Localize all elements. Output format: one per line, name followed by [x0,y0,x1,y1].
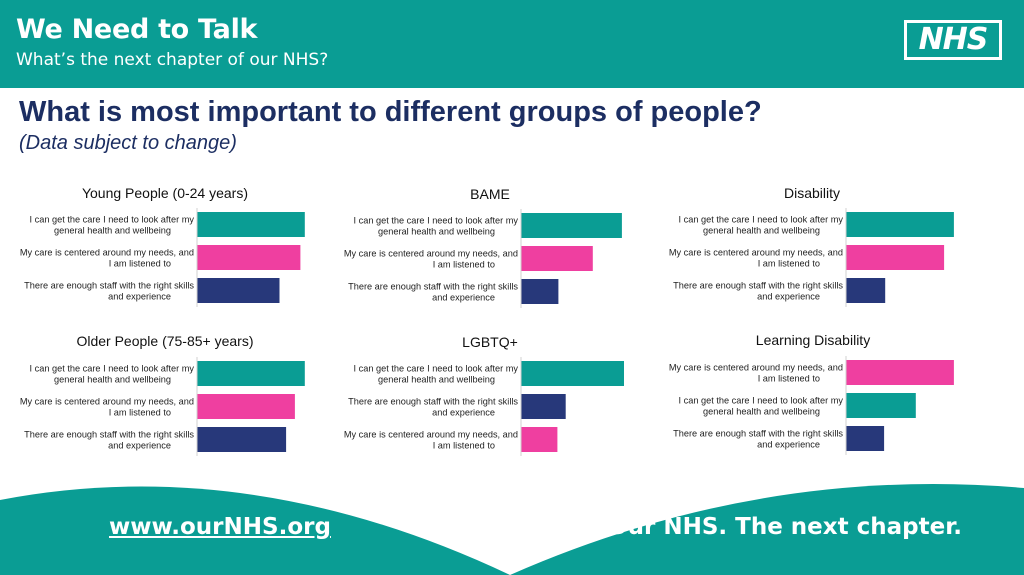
chart-title: Young People (0-24 years) [82,185,248,201]
category-label: There are enough staff with the right sk… [673,429,843,450]
bar [197,212,305,237]
bar [846,212,954,237]
category-label: I can get the care I need to look after … [30,215,195,236]
bar [521,279,559,304]
chart-title: Disability [784,185,840,201]
category-label: There are enough staff with the right sk… [673,281,843,302]
nhs-logo-text: NHS [907,23,999,57]
bar [846,278,886,303]
campaign-subtitle: What’s the next chapter of our NHS? [16,50,329,70]
bar [521,427,558,452]
category-label: My care is centered around my needs, and… [344,249,518,270]
bar [521,246,593,271]
bar [197,427,287,452]
category-label: I can get the care I need to look after … [354,364,519,385]
header-banner: We Need to Talk What’s the next chapter … [0,0,1024,88]
category-label: My care is centered around my needs, and… [20,248,194,269]
bar [197,394,295,419]
bar [846,245,945,270]
category-label: There are enough staff with the right sk… [24,430,194,451]
bar [846,393,916,418]
category-label: There are enough staff with the right sk… [348,282,518,303]
category-label: There are enough staff with the right sk… [348,397,518,418]
category-label: I can get the care I need to look after … [679,215,844,236]
category-label: My care is centered around my needs, and… [20,397,194,418]
website-link[interactable]: www.ourNHS.org [109,514,331,540]
bar [521,213,622,238]
category-label: I can get the care I need to look after … [30,364,195,385]
footer-wave [0,484,1024,575]
bar [846,360,954,385]
bar [197,361,305,386]
page-subtitle: (Data subject to change) [19,132,237,154]
chart-title: Older People (75-85+ years) [76,333,253,349]
chart-title: Learning Disability [756,332,870,348]
category-label: My care is centered around my needs, and… [344,430,518,451]
category-label: My care is centered around my needs, and… [669,363,843,384]
chart-title: LGBTQ+ [462,334,518,350]
category-label: There are enough staff with the right sk… [24,281,194,302]
category-label: I can get the care I need to look after … [679,396,844,417]
bar [521,394,566,419]
category-label: My care is centered around my needs, and… [669,248,843,269]
campaign-title: We Need to Talk [16,14,258,45]
bar [846,426,885,451]
nhs-logo: NHS [904,20,1002,60]
bar [197,245,301,270]
footer-wave-left [0,486,510,575]
chart-title: BAME [470,186,510,202]
bar [197,278,280,303]
category-label: I can get the care I need to look after … [354,216,519,237]
page-title: What is most important to different grou… [19,96,762,128]
footer-wave-right [510,484,1024,575]
footer-tagline: Our NHS. The next chapter. [608,514,962,540]
bar [521,361,624,386]
